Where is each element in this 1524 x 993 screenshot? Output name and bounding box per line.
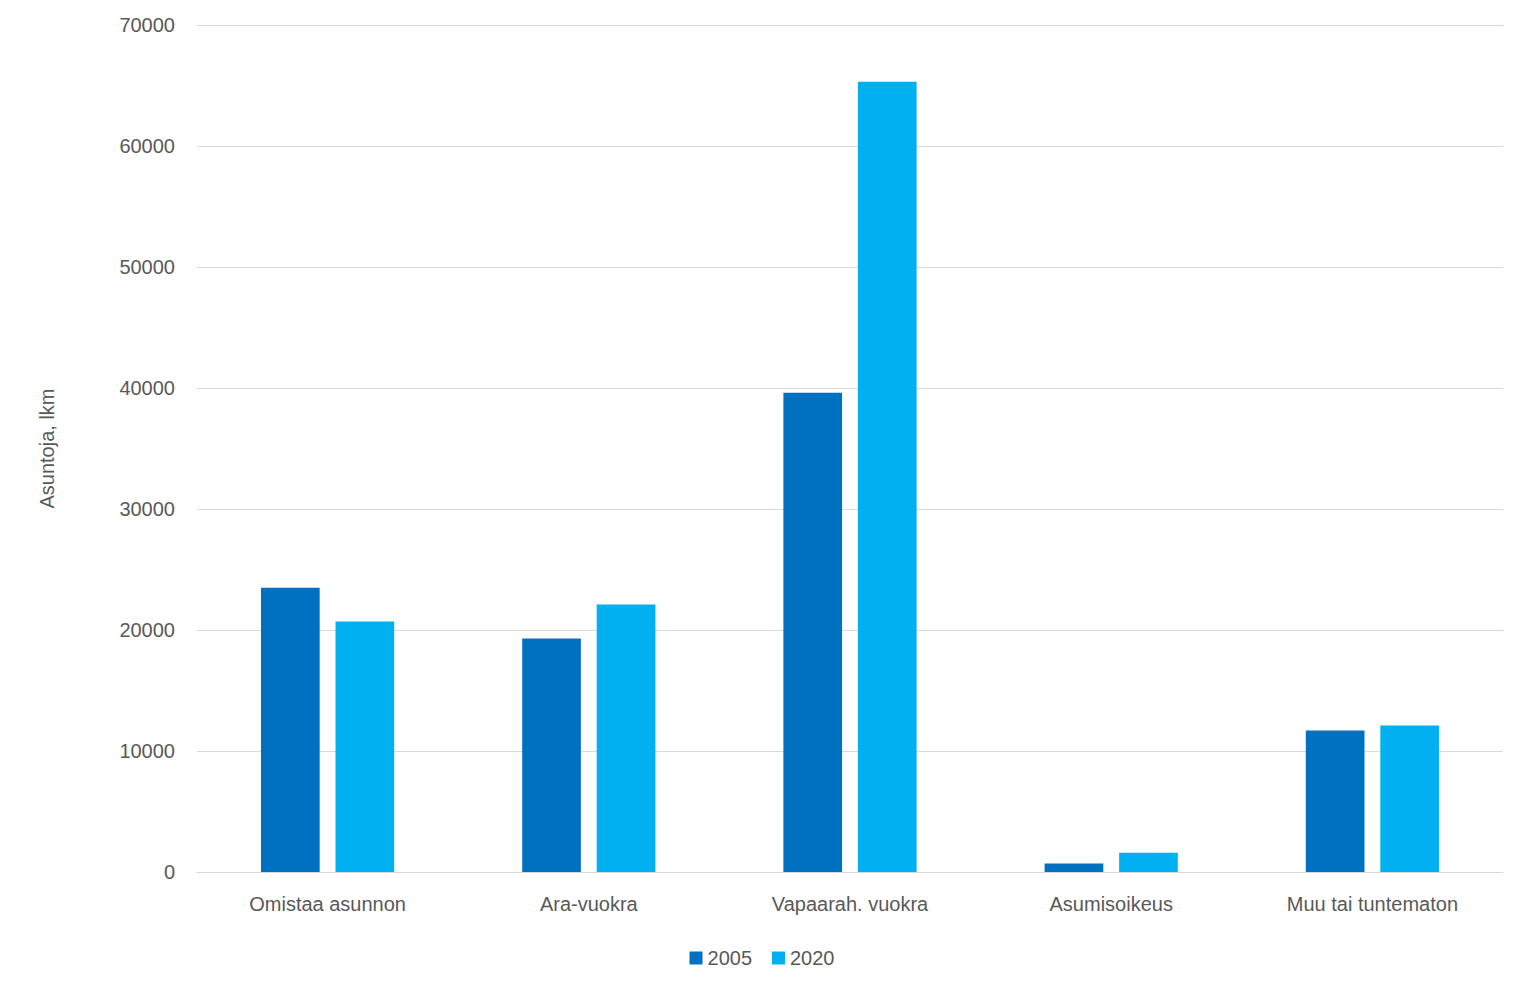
svg-text:Omistaa asunnon: Omistaa asunnon — [249, 893, 406, 915]
svg-text:2005: 2005 — [708, 947, 753, 969]
svg-text:30000: 30000 — [119, 498, 175, 520]
svg-text:20000: 20000 — [119, 619, 175, 641]
svg-text:Asuntoja, lkm: Asuntoja, lkm — [36, 388, 58, 508]
svg-text:70000: 70000 — [119, 14, 175, 36]
svg-text:50000: 50000 — [119, 256, 175, 278]
svg-text:Asumisoikeus: Asumisoikeus — [1050, 893, 1173, 915]
svg-text:40000: 40000 — [119, 377, 175, 399]
svg-text:Vapaarah. vuokra: Vapaarah. vuokra — [772, 893, 929, 915]
svg-text:2020: 2020 — [790, 947, 835, 969]
svg-text:0: 0 — [164, 861, 175, 883]
svg-text:Muu tai tuntematon: Muu tai tuntematon — [1287, 893, 1458, 915]
svg-text:Ara-vuokra: Ara-vuokra — [540, 893, 639, 915]
svg-text:60000: 60000 — [119, 135, 175, 157]
svg-text:10000: 10000 — [119, 740, 175, 762]
